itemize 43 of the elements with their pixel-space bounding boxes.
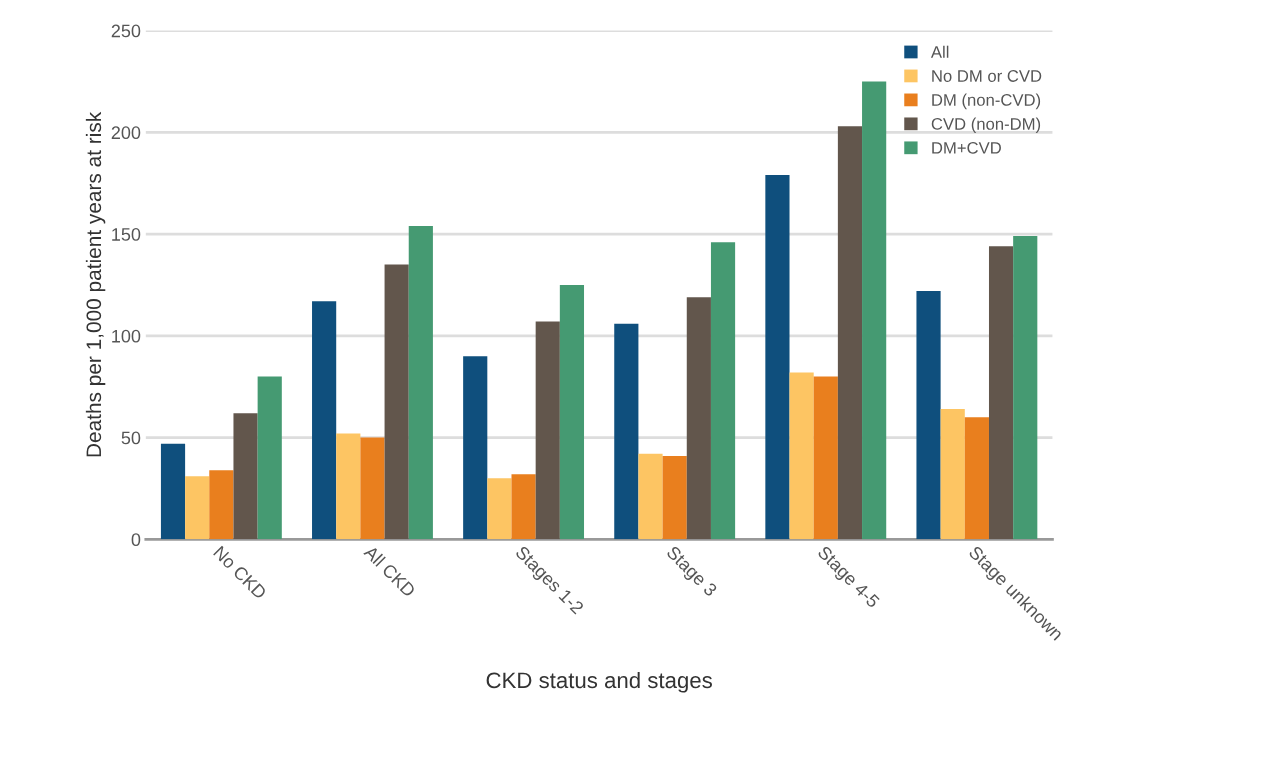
- bar: [511, 474, 536, 540]
- legend-label: DM+CVD: [932, 141, 1001, 154]
- y-tick-label: 0: [131, 533, 141, 547]
- bar: [535, 321, 560, 540]
- y-tick-label: 100: [112, 329, 141, 343]
- bar: [487, 478, 512, 540]
- bar: [710, 242, 736, 540]
- bar: [233, 413, 258, 540]
- bar: [988, 246, 1014, 540]
- bar: [789, 372, 814, 540]
- bar: [408, 225, 433, 540]
- bar: [559, 284, 585, 540]
- legend-label: All: [930, 45, 949, 58]
- y-tick-label: 50: [121, 431, 141, 445]
- bar: [940, 409, 965, 540]
- bar: [209, 470, 234, 540]
- legend-label: CVD (non-DM): [931, 117, 1041, 134]
- bar: [360, 437, 385, 540]
- bar: [1013, 236, 1038, 540]
- bar: [185, 476, 210, 540]
- bar: [916, 291, 941, 540]
- bar: [336, 433, 361, 540]
- bar: [614, 323, 639, 540]
- y-tick-label: 200: [111, 126, 141, 140]
- bar: [964, 417, 989, 540]
- bar: [686, 297, 711, 540]
- bar: [312, 301, 337, 540]
- bar: [638, 453, 663, 540]
- legend-label: DM (non-CVD): [932, 93, 1041, 110]
- y-axis-title: Deaths per 1,000 patient years at risk: [85, 111, 106, 457]
- bar: [257, 376, 282, 540]
- bar: [813, 376, 838, 540]
- bar: [463, 356, 488, 540]
- bar: [662, 455, 687, 540]
- y-tick-label: 150: [112, 228, 141, 241]
- legend-label: No DM or CVD: [932, 70, 1042, 82]
- bar: [384, 264, 409, 540]
- bar: [160, 443, 186, 540]
- bar: [765, 175, 790, 540]
- y-tick-label: 250: [111, 24, 141, 38]
- bar: [837, 126, 863, 540]
- x-axis-title: CKD status and stages: [486, 671, 712, 693]
- bar: [862, 81, 887, 540]
